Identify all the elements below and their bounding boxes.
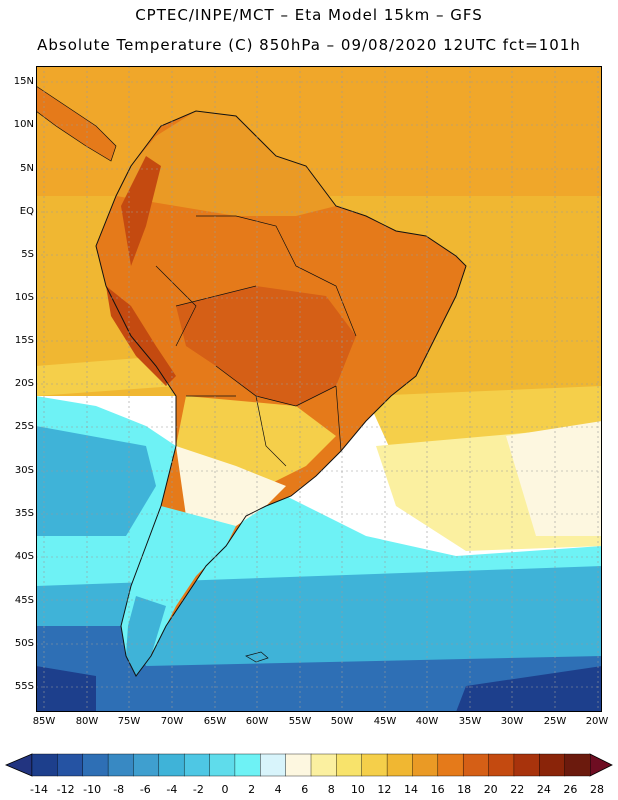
lon-label: 85W	[32, 716, 56, 727]
colorbar-cell	[361, 753, 388, 777]
colorbar-label: 12	[377, 783, 392, 796]
colorbar-cell	[107, 753, 134, 777]
lat-label: 10N	[13, 119, 34, 130]
colorbar-cell	[564, 753, 591, 777]
lat-label: 20S	[14, 378, 34, 389]
lat-label: 50S	[14, 638, 34, 649]
colorbar-cell	[462, 753, 490, 777]
ocean-band-coldest-west	[36, 666, 96, 712]
colorbar-cell	[488, 753, 515, 777]
colorbar-label: 4	[274, 783, 282, 796]
lon-label: 60W	[245, 716, 269, 727]
lon-label: 55W	[288, 716, 312, 727]
colorbar-label: -14	[30, 783, 48, 796]
coastline	[95, 110, 467, 677]
lat-label: 55S	[14, 681, 34, 692]
colorbar-label: 14	[404, 783, 418, 796]
colorbar-label: 18	[457, 783, 472, 796]
lon-label: 40W	[415, 716, 439, 727]
ocean-band-cold	[36, 426, 156, 536]
colorbar-label: 24	[536, 783, 551, 796]
colorbar	[4, 753, 613, 777]
lon-label: 25W	[543, 716, 567, 727]
colorbar-right-arrow	[589, 753, 613, 777]
ocean-band-coldest	[456, 666, 602, 712]
ocean-band-colder	[36, 626, 602, 712]
lon-label: 45W	[373, 716, 397, 727]
colorbar-cell	[386, 753, 413, 777]
colorbar-cell	[209, 753, 236, 777]
colorbar-cell	[539, 753, 566, 777]
lat-label: 25S	[14, 421, 34, 432]
colorbar-label: 0	[221, 783, 229, 796]
map-title-line-2: Absolute Temperature (C) 850hPa – 09/08/…	[37, 36, 581, 54]
colorbar-label: 8	[327, 783, 335, 796]
land-mild-north	[116, 111, 336, 216]
lon-label: 35W	[458, 716, 482, 727]
colorbar-label: -6	[139, 783, 151, 796]
colorbar-label: 16	[430, 783, 445, 796]
map-title-line-1: CPTEC/INPE/MCT – Eta Model 15km – GFS	[135, 6, 483, 24]
colorbar-label: 28	[590, 783, 604, 796]
colorbar-cell	[310, 753, 337, 777]
land-cool-argentina	[176, 446, 286, 536]
colorbar-label: -10	[83, 783, 102, 796]
pacific-band-subtropical	[36, 356, 176, 396]
colorbar-label: -8	[113, 783, 125, 796]
colorbar-label: 26	[563, 783, 578, 796]
colorbar-label: 20	[483, 783, 498, 796]
land-hot-interior	[176, 286, 356, 406]
lat-label: 35S	[14, 508, 34, 519]
colorbar-label: 10	[350, 783, 365, 796]
lat-label: 10S	[14, 292, 34, 303]
lat-label: 15N	[13, 76, 34, 87]
colorbar-cell	[285, 753, 312, 777]
lat-label: 45S	[14, 595, 34, 606]
central-america	[36, 85, 117, 162]
colorbar-left-arrow	[4, 753, 33, 777]
graticule	[36, 66, 602, 712]
colorbar-label: 2	[248, 783, 256, 796]
lat-label: EQ	[19, 206, 34, 217]
country-borders	[155, 215, 357, 467]
colorbar-cell	[336, 753, 363, 777]
colorbar-label: -4	[166, 783, 178, 796]
colorbar-cell	[260, 753, 287, 777]
colorbar-cell	[437, 753, 464, 777]
colorbar-label: -12	[56, 783, 75, 796]
lon-label: 80W	[75, 716, 99, 727]
lat-label: 5S	[21, 249, 34, 260]
lon-label: 70W	[160, 716, 184, 727]
ocean-band-neutral	[506, 421, 602, 536]
lat-label: 40S	[14, 551, 34, 562]
lat-label: 5N	[20, 163, 34, 174]
colorbar-cell	[133, 753, 160, 777]
lon-label: 30W	[500, 716, 524, 727]
colorbar-cell	[158, 753, 185, 777]
colorbar-label: 22	[510, 783, 525, 796]
lat-label: 30S	[14, 465, 34, 476]
colorbar-cell	[412, 753, 439, 777]
ocean-band-far-north	[36, 66, 602, 196]
temperature-map	[36, 66, 602, 712]
lon-label: 75W	[117, 716, 141, 727]
colorbar-label: 6	[301, 783, 309, 796]
colorbar-cell	[82, 753, 109, 777]
land-hot-andes-central	[106, 286, 176, 386]
land-colder-patagonia	[126, 596, 166, 676]
colorbar-cell	[57, 753, 84, 777]
colorbar-cell	[183, 753, 211, 777]
lon-label: 50W	[330, 716, 354, 727]
land-hot-andes-north	[121, 156, 161, 266]
colorbar-cell	[31, 753, 58, 777]
colorbar-cell	[234, 753, 261, 777]
lat-label: 15S	[14, 335, 34, 346]
colorbar-cell	[513, 753, 540, 777]
colorbar-label: -2	[192, 783, 204, 796]
lon-label: 65W	[203, 716, 227, 727]
lon-label: 20W	[585, 716, 609, 727]
